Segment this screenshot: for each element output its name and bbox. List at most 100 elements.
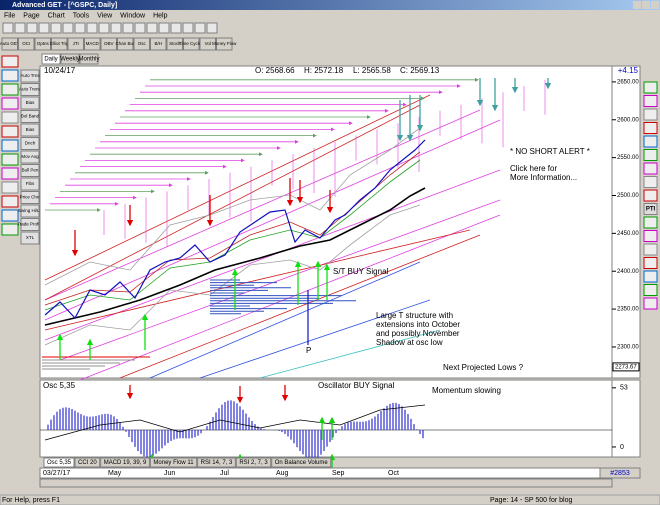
tool-icon[interactable] — [1, 69, 19, 82]
tool-icon[interactable] — [194, 22, 206, 34]
tool-icon[interactable] — [1, 195, 19, 208]
tool-icon[interactable] — [50, 22, 62, 34]
tool-icon[interactable] — [643, 189, 658, 202]
tool-button[interactable] — [643, 203, 658, 215]
tool-icon[interactable] — [2, 22, 14, 34]
tool-icon[interactable] — [1, 209, 19, 222]
tool-icon[interactable] — [1, 139, 19, 152]
tool-icon[interactable] — [74, 22, 86, 34]
menu-item[interactable]: File — [4, 12, 15, 19]
study-button[interactable] — [133, 37, 150, 51]
study-button-label: Auto GET — [0, 41, 20, 46]
scrollbar[interactable] — [39, 478, 613, 488]
indicator-tab[interactable] — [43, 457, 75, 468]
tool-icon[interactable] — [26, 22, 38, 34]
tool-button[interactable] — [20, 177, 40, 191]
indicator-tab[interactable] — [74, 457, 101, 468]
tool-icon[interactable] — [62, 22, 74, 34]
menu-item[interactable]: View — [97, 12, 113, 19]
tool-icon[interactable] — [1, 83, 19, 96]
tool-icon[interactable] — [1, 223, 19, 236]
study-button[interactable] — [84, 37, 101, 51]
study-button[interactable] — [34, 37, 51, 51]
tool-icon[interactable] — [86, 22, 98, 34]
timeframe-tab[interactable] — [41, 53, 61, 65]
tool-button[interactable] — [20, 164, 40, 177]
tool-icon[interactable] — [1, 111, 19, 124]
tool-button[interactable] — [20, 110, 40, 123]
menu-item[interactable]: Window — [120, 12, 146, 19]
close-button[interactable] — [651, 1, 659, 9]
timeframe-tab[interactable] — [79, 53, 99, 65]
study-button[interactable] — [1, 37, 18, 51]
minimize-button[interactable] — [633, 1, 641, 9]
tool-icon[interactable] — [643, 149, 658, 161]
indicator-tab[interactable] — [197, 457, 236, 468]
tool-icon[interactable] — [643, 216, 658, 229]
tool-icon[interactable] — [1, 181, 19, 194]
click-info[interactable]: More Information... — [510, 173, 577, 182]
tool-button[interactable] — [20, 204, 40, 218]
study-button[interactable] — [199, 37, 216, 51]
tool-icon[interactable] — [134, 22, 146, 34]
tool-button[interactable] — [20, 96, 40, 110]
menu-item[interactable]: Help — [153, 12, 168, 19]
tool-icon[interactable] — [643, 135, 658, 148]
click-info[interactable]: Click here for — [510, 164, 557, 173]
tool-button[interactable] — [20, 231, 40, 245]
tool-icon[interactable] — [1, 55, 19, 68]
tool-icon[interactable] — [643, 230, 658, 242]
maximize-button[interactable] — [642, 1, 650, 9]
tool-icon[interactable] — [643, 257, 658, 269]
study-button[interactable] — [183, 37, 200, 51]
indicator-tab[interactable] — [271, 457, 332, 468]
tool-button[interactable] — [20, 123, 40, 137]
menu-item[interactable]: Page — [23, 12, 39, 19]
tool-icon[interactable] — [643, 122, 658, 134]
tool-icon[interactable] — [643, 176, 658, 188]
study-button[interactable] — [216, 37, 233, 51]
study-button[interactable] — [100, 37, 117, 51]
study-button[interactable] — [150, 37, 167, 51]
study-button[interactable] — [67, 37, 84, 51]
menu-item[interactable]: Chart — [48, 12, 65, 19]
tool-icon[interactable] — [643, 81, 658, 94]
tool-icon[interactable] — [14, 22, 26, 34]
tool-icon[interactable] — [1, 167, 19, 180]
tool-icon[interactable] — [182, 22, 194, 34]
tool-icon[interactable] — [643, 297, 658, 310]
tool-icon[interactable] — [1, 97, 19, 110]
indicator-tab[interactable] — [149, 457, 198, 468]
tool-icon[interactable] — [38, 22, 50, 34]
tool-icon[interactable] — [170, 22, 182, 34]
indicator-tab[interactable] — [235, 457, 272, 468]
tool-button[interactable] — [20, 69, 40, 83]
timeframe-tab[interactable] — [60, 53, 80, 65]
tool-button[interactable] — [20, 83, 40, 96]
tool-button[interactable] — [20, 137, 40, 150]
study-button[interactable] — [18, 37, 35, 51]
tool-icon[interactable] — [643, 162, 658, 175]
tool-icon[interactable] — [98, 22, 110, 34]
tool-icon[interactable] — [1, 125, 19, 138]
tool-button[interactable] — [20, 191, 40, 204]
tool-button[interactable] — [20, 150, 40, 164]
menu-item[interactable]: Tools — [73, 12, 90, 19]
y-tick-label: 2400.00 — [617, 269, 639, 275]
tool-icon[interactable] — [643, 108, 658, 121]
tool-icon[interactable] — [146, 22, 158, 34]
tool-button[interactable] — [20, 218, 40, 231]
tool-icon[interactable] — [643, 95, 658, 107]
tool-icon[interactable] — [110, 22, 122, 34]
tool-icon[interactable] — [158, 22, 170, 34]
tool-icon[interactable] — [122, 22, 134, 34]
tool-icon[interactable] — [1, 153, 19, 166]
study-button[interactable] — [117, 37, 134, 51]
study-button[interactable] — [166, 37, 183, 51]
indicator-tab[interactable] — [100, 457, 150, 468]
tool-icon[interactable] — [643, 284, 658, 296]
tool-icon[interactable] — [643, 243, 658, 256]
tool-icon[interactable] — [643, 270, 658, 283]
tool-icon[interactable] — [206, 22, 218, 34]
study-button[interactable] — [51, 37, 68, 51]
